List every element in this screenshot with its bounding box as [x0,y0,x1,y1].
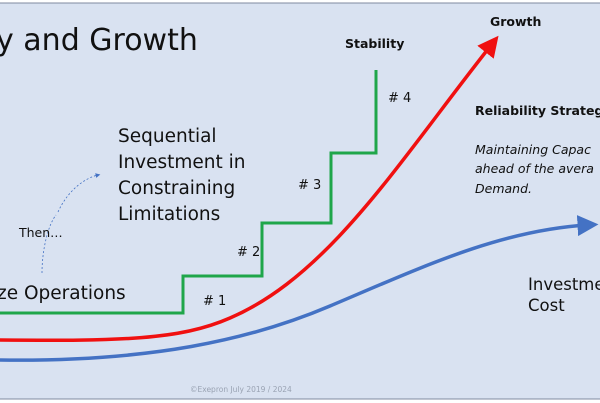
step-3-label: # 3 [298,178,321,193]
investment-curve [0,215,599,362]
then-label: Then… [18,225,63,240]
sequential-line: Investment in [118,152,246,173]
growth-curve [0,35,499,342]
cost-label: Cost [528,296,565,315]
sequential-line: Constraining [118,178,235,199]
reliability-line: ahead of the avera [475,161,594,176]
step-2-label: # 2 [237,245,260,260]
reliability-desc: Maintaining Capac ahead of the avera Dem… [475,142,594,196]
sequential-line: Limitations [118,204,220,225]
step-1-label: # 1 [203,294,226,309]
operations-label: ze Operations [0,283,126,304]
stability-label: Stability [345,36,404,51]
reliability-title: Reliability Strategy [475,103,600,118]
growth-label: Growth [490,14,541,29]
investment-label: Investme [528,275,600,294]
dashed-arrow [41,175,98,274]
reliability-line: Maintaining Capac [475,142,591,157]
sequential-line: Sequential [118,126,217,147]
slide-title: y and Growth [0,23,198,58]
step-4-label: # 4 [388,91,411,106]
reliability-line: Demand. [475,181,532,196]
sequential-text: Sequential Investment in Constraining Li… [118,126,246,225]
copyright: ©Exepron July 2019 / 2024 [190,385,292,394]
stairs-line [0,70,378,315]
